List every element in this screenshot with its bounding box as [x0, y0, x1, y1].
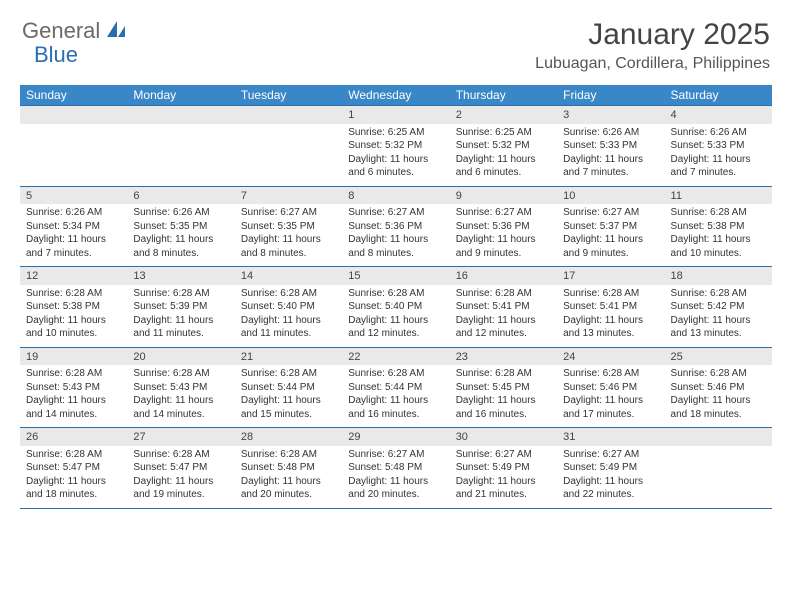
day-info-cell: Sunrise: 6:28 AMSunset: 5:45 PMDaylight:…	[450, 365, 557, 428]
day-info-cell: Sunrise: 6:28 AMSunset: 5:41 PMDaylight:…	[450, 285, 557, 348]
day-info-cell: Sunrise: 6:28 AMSunset: 5:38 PMDaylight:…	[665, 204, 772, 267]
weekday-header-row: Sunday Monday Tuesday Wednesday Thursday…	[20, 85, 772, 106]
header: General Blue January 2025 Lubuagan, Cord…	[0, 0, 792, 81]
day-number-cell: 4	[665, 106, 772, 124]
day-number-cell: 27	[127, 428, 234, 446]
weekday-header: Wednesday	[342, 85, 449, 106]
day-number-cell: 9	[450, 186, 557, 204]
day-number-row: 19202122232425	[20, 347, 772, 365]
day-number-row: 262728293031	[20, 428, 772, 446]
logo-text-general: General	[22, 18, 100, 44]
logo-text-blue: Blue	[34, 42, 78, 68]
day-number-cell: 24	[557, 347, 664, 365]
location-text: Lubuagan, Cordillera, Philippines	[535, 55, 770, 73]
day-info-cell	[235, 124, 342, 187]
day-number-cell: 8	[342, 186, 449, 204]
day-info-cell	[665, 446, 772, 509]
day-number-cell: 26	[20, 428, 127, 446]
day-info-row: Sunrise: 6:28 AMSunset: 5:38 PMDaylight:…	[20, 285, 772, 348]
day-number-cell: 16	[450, 267, 557, 285]
day-number-cell: 28	[235, 428, 342, 446]
day-number-cell: 23	[450, 347, 557, 365]
day-number-cell: 22	[342, 347, 449, 365]
day-number-cell: 30	[450, 428, 557, 446]
day-info-cell: Sunrise: 6:28 AMSunset: 5:47 PMDaylight:…	[127, 446, 234, 509]
day-info-cell: Sunrise: 6:28 AMSunset: 5:41 PMDaylight:…	[557, 285, 664, 348]
day-number-cell: 11	[665, 186, 772, 204]
day-info-cell: Sunrise: 6:28 AMSunset: 5:47 PMDaylight:…	[20, 446, 127, 509]
day-info-cell: Sunrise: 6:28 AMSunset: 5:43 PMDaylight:…	[20, 365, 127, 428]
day-number-cell: 19	[20, 347, 127, 365]
day-info-cell: Sunrise: 6:28 AMSunset: 5:40 PMDaylight:…	[235, 285, 342, 348]
day-info-cell: Sunrise: 6:26 AMSunset: 5:35 PMDaylight:…	[127, 204, 234, 267]
day-info-row: Sunrise: 6:25 AMSunset: 5:32 PMDaylight:…	[20, 124, 772, 187]
day-info-cell: Sunrise: 6:26 AMSunset: 5:34 PMDaylight:…	[20, 204, 127, 267]
calendar-table: Sunday Monday Tuesday Wednesday Thursday…	[20, 85, 772, 509]
day-number-cell: 31	[557, 428, 664, 446]
day-info-cell: Sunrise: 6:28 AMSunset: 5:42 PMDaylight:…	[665, 285, 772, 348]
weekday-header: Thursday	[450, 85, 557, 106]
day-number-row: 12131415161718	[20, 267, 772, 285]
header-right: January 2025 Lubuagan, Cordillera, Phili…	[535, 18, 770, 73]
day-number-cell: 13	[127, 267, 234, 285]
day-number-cell: 25	[665, 347, 772, 365]
day-info-cell: Sunrise: 6:28 AMSunset: 5:44 PMDaylight:…	[342, 365, 449, 428]
logo: General Blue	[22, 18, 130, 44]
day-info-cell: Sunrise: 6:27 AMSunset: 5:49 PMDaylight:…	[450, 446, 557, 509]
weekday-header: Monday	[127, 85, 234, 106]
day-number-cell	[127, 106, 234, 124]
day-number-cell: 20	[127, 347, 234, 365]
day-number-cell: 3	[557, 106, 664, 124]
day-number-cell: 1	[342, 106, 449, 124]
day-info-cell: Sunrise: 6:25 AMSunset: 5:32 PMDaylight:…	[342, 124, 449, 187]
day-number-cell: 29	[342, 428, 449, 446]
weekday-header: Saturday	[665, 85, 772, 106]
calendar-body: 1234Sunrise: 6:25 AMSunset: 5:32 PMDayli…	[20, 106, 772, 509]
day-info-cell: Sunrise: 6:28 AMSunset: 5:39 PMDaylight:…	[127, 285, 234, 348]
day-info-row: Sunrise: 6:26 AMSunset: 5:34 PMDaylight:…	[20, 204, 772, 267]
day-info-cell: Sunrise: 6:27 AMSunset: 5:36 PMDaylight:…	[450, 204, 557, 267]
day-info-cell: Sunrise: 6:28 AMSunset: 5:44 PMDaylight:…	[235, 365, 342, 428]
logo-sail-icon	[106, 20, 128, 43]
day-number-cell: 12	[20, 267, 127, 285]
day-info-cell	[20, 124, 127, 187]
day-number-cell	[235, 106, 342, 124]
day-number-cell: 21	[235, 347, 342, 365]
weekday-header: Sunday	[20, 85, 127, 106]
day-number-row: 567891011	[20, 186, 772, 204]
day-number-cell: 5	[20, 186, 127, 204]
day-info-cell: Sunrise: 6:27 AMSunset: 5:49 PMDaylight:…	[557, 446, 664, 509]
day-info-cell: Sunrise: 6:28 AMSunset: 5:38 PMDaylight:…	[20, 285, 127, 348]
day-number-cell	[665, 428, 772, 446]
day-info-cell: Sunrise: 6:28 AMSunset: 5:40 PMDaylight:…	[342, 285, 449, 348]
day-number-cell: 7	[235, 186, 342, 204]
day-number-cell: 2	[450, 106, 557, 124]
day-info-cell: Sunrise: 6:28 AMSunset: 5:46 PMDaylight:…	[665, 365, 772, 428]
day-number-row: 1234	[20, 106, 772, 124]
day-info-row: Sunrise: 6:28 AMSunset: 5:47 PMDaylight:…	[20, 446, 772, 509]
day-number-cell: 18	[665, 267, 772, 285]
day-info-cell: Sunrise: 6:28 AMSunset: 5:48 PMDaylight:…	[235, 446, 342, 509]
day-info-cell: Sunrise: 6:26 AMSunset: 5:33 PMDaylight:…	[665, 124, 772, 187]
day-number-cell: 14	[235, 267, 342, 285]
day-number-cell: 10	[557, 186, 664, 204]
day-info-cell: Sunrise: 6:28 AMSunset: 5:46 PMDaylight:…	[557, 365, 664, 428]
weekday-header: Friday	[557, 85, 664, 106]
day-number-cell: 6	[127, 186, 234, 204]
day-info-cell: Sunrise: 6:25 AMSunset: 5:32 PMDaylight:…	[450, 124, 557, 187]
page-title: January 2025	[535, 18, 770, 51]
day-number-cell: 15	[342, 267, 449, 285]
day-info-cell: Sunrise: 6:27 AMSunset: 5:37 PMDaylight:…	[557, 204, 664, 267]
day-number-cell: 17	[557, 267, 664, 285]
day-info-cell: Sunrise: 6:27 AMSunset: 5:35 PMDaylight:…	[235, 204, 342, 267]
day-info-cell	[127, 124, 234, 187]
day-info-cell: Sunrise: 6:27 AMSunset: 5:48 PMDaylight:…	[342, 446, 449, 509]
day-info-cell: Sunrise: 6:27 AMSunset: 5:36 PMDaylight:…	[342, 204, 449, 267]
weekday-header: Tuesday	[235, 85, 342, 106]
day-info-cell: Sunrise: 6:28 AMSunset: 5:43 PMDaylight:…	[127, 365, 234, 428]
day-info-row: Sunrise: 6:28 AMSunset: 5:43 PMDaylight:…	[20, 365, 772, 428]
day-info-cell: Sunrise: 6:26 AMSunset: 5:33 PMDaylight:…	[557, 124, 664, 187]
day-number-cell	[20, 106, 127, 124]
